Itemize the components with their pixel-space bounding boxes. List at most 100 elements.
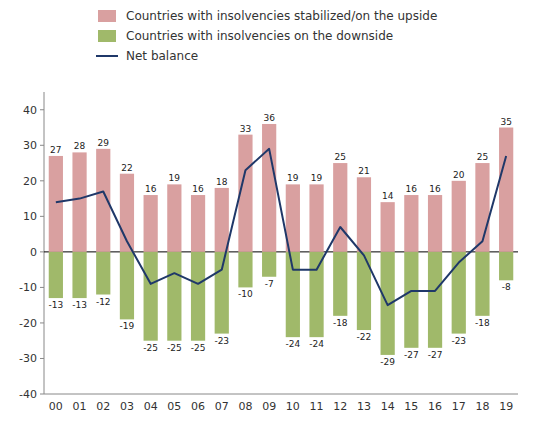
x-tick-label: 13 — [357, 400, 371, 413]
x-tick-label: 09 — [262, 400, 276, 413]
data-label: 28 — [74, 141, 86, 151]
bar — [499, 128, 513, 252]
y-tick — [40, 216, 44, 217]
data-label: -27 — [428, 350, 443, 360]
legend-swatch — [98, 30, 116, 42]
bar — [357, 177, 371, 252]
plot-area — [49, 124, 514, 355]
data-label: 33 — [240, 124, 251, 134]
bar — [381, 202, 395, 252]
bar — [120, 252, 134, 320]
legend-label: Countries with insolvencies stabilized/o… — [126, 9, 437, 23]
data-label: 22 — [121, 163, 132, 173]
x-tick-label: 18 — [475, 400, 489, 413]
legend-swatch — [98, 10, 116, 22]
x-tick-label: 07 — [215, 400, 229, 413]
x-tick-label: 16 — [428, 400, 442, 413]
bar — [475, 252, 489, 316]
bar — [49, 252, 63, 298]
x-tick-label: 17 — [452, 400, 466, 413]
bar — [404, 195, 418, 252]
data-label: -25 — [191, 343, 206, 353]
data-label: -25 — [143, 343, 158, 353]
bar — [333, 163, 347, 252]
bar — [144, 252, 158, 341]
bar — [262, 124, 276, 252]
x-tick-label: 01 — [73, 400, 87, 413]
data-label: -27 — [404, 350, 419, 360]
x-axis: 0001020304050607080910111213141516171819 — [49, 400, 513, 413]
data-label: 25 — [335, 152, 346, 162]
data-label: -23 — [451, 336, 466, 346]
bar — [167, 184, 181, 252]
data-label: -29 — [380, 357, 395, 367]
data-label: -19 — [120, 321, 135, 331]
y-tick-label: 20 — [23, 175, 37, 188]
data-label: 27 — [50, 145, 61, 155]
bar — [499, 252, 513, 280]
bar — [262, 252, 276, 277]
data-label: -24 — [309, 339, 324, 349]
x-tick-label: 11 — [310, 400, 324, 413]
data-label: -24 — [285, 339, 300, 349]
data-label: 36 — [263, 113, 275, 123]
bar — [309, 252, 323, 337]
data-label: 19 — [311, 173, 323, 183]
legend: Countries with insolvencies stabilized/o… — [96, 9, 437, 63]
data-label: 16 — [192, 184, 204, 194]
data-label: 29 — [98, 138, 110, 148]
x-tick-label: 14 — [381, 400, 395, 413]
data-label: 16 — [145, 184, 157, 194]
bar — [144, 195, 158, 252]
x-tick-label: 02 — [96, 400, 110, 413]
data-label: -22 — [357, 332, 372, 342]
y-tick-label: -40 — [19, 388, 37, 401]
x-tick-label: 15 — [404, 400, 418, 413]
y-tick-label: -20 — [19, 317, 37, 330]
data-label: 18 — [216, 177, 228, 187]
data-label: -18 — [333, 318, 348, 328]
x-tick-label: 05 — [167, 400, 181, 413]
data-label: 19 — [287, 173, 299, 183]
y-tick-label: 0 — [30, 246, 37, 259]
x-tick-label: 19 — [499, 400, 513, 413]
y-tick — [40, 394, 44, 395]
bar — [428, 195, 442, 252]
y-tick — [40, 109, 44, 110]
bar — [404, 252, 418, 348]
chart: Countries with insolvencies stabilized/o… — [0, 0, 534, 430]
legend-label: Net balance — [126, 49, 198, 63]
data-label: -7 — [265, 279, 274, 289]
y-tick — [40, 251, 44, 252]
y-tick-label: 40 — [23, 104, 37, 117]
data-label: 14 — [382, 191, 394, 201]
data-label: -8 — [502, 282, 511, 292]
bar — [428, 252, 442, 348]
y-tick-label: 10 — [23, 210, 37, 223]
x-tick-label: 12 — [333, 400, 347, 413]
data-label: -13 — [48, 300, 63, 310]
y-tick — [40, 322, 44, 323]
legend-label: Countries with insolvencies on the downs… — [126, 29, 393, 43]
bar — [191, 195, 205, 252]
bar — [238, 252, 252, 288]
bar — [167, 252, 181, 341]
x-tick-label: 10 — [286, 400, 300, 413]
bar — [72, 252, 86, 298]
y-tick — [40, 180, 44, 181]
data-label: 19 — [169, 173, 181, 183]
y-axis: -40-30-20-10010203040 — [19, 92, 44, 401]
bar — [215, 252, 229, 334]
bar — [96, 252, 110, 295]
bar — [309, 184, 323, 252]
zero-line — [44, 251, 518, 252]
data-label: 25 — [477, 152, 488, 162]
data-labels: 2728292216191618333619192521141616202535… — [48, 113, 511, 367]
x-tick-label: 00 — [49, 400, 63, 413]
net-line — [56, 149, 506, 305]
data-label: 16 — [429, 184, 441, 194]
x-tick-label: 04 — [144, 400, 158, 413]
data-label: -13 — [72, 300, 87, 310]
bar — [191, 252, 205, 341]
x-tick-label: 08 — [238, 400, 252, 413]
